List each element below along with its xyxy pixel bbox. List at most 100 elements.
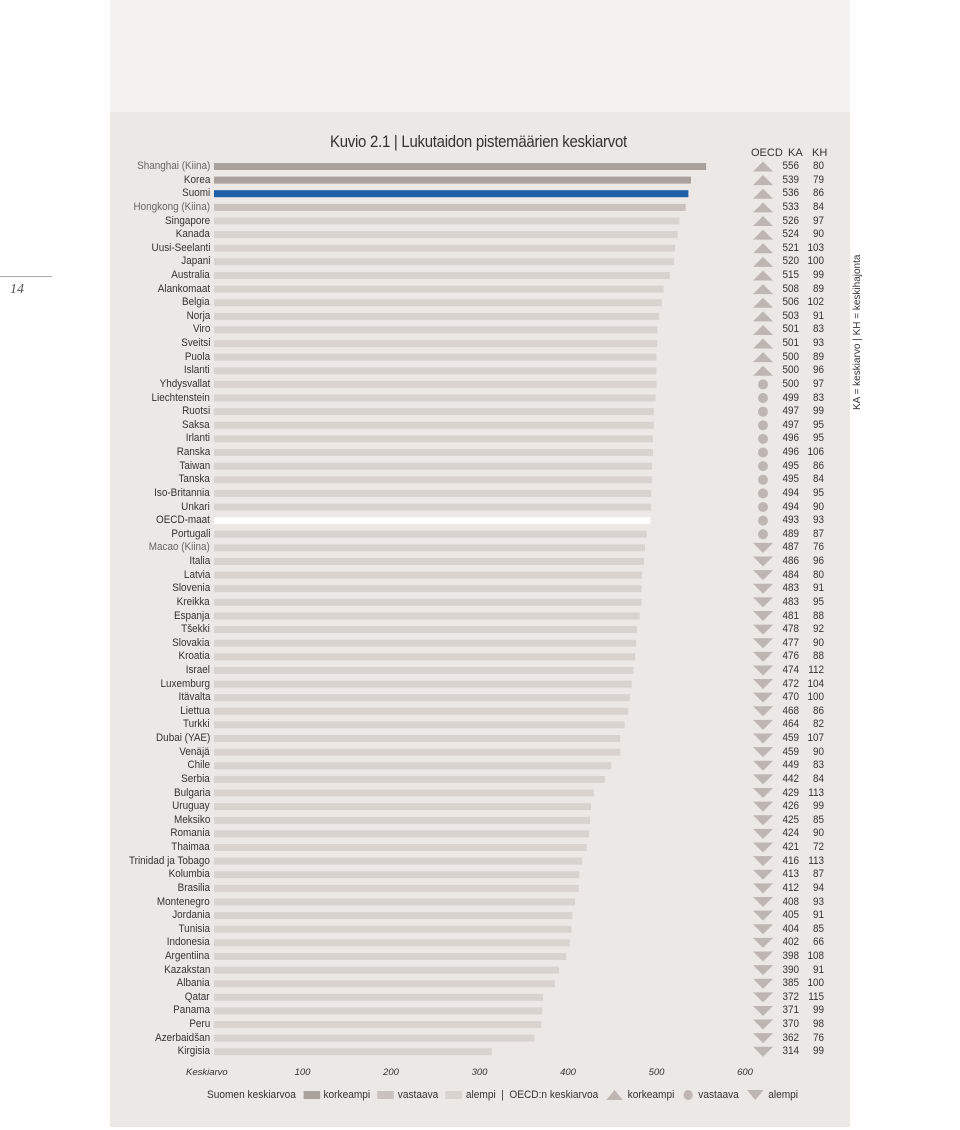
- bar-25: [214, 503, 652, 511]
- kh-value-44: 83: [812, 759, 824, 772]
- country-label-55: Jordania: [172, 909, 210, 922]
- legend-swatch-higher: [303, 1091, 320, 1099]
- bar-3: [214, 203, 686, 211]
- kh-value-33: 88: [812, 609, 824, 622]
- bar-15: [214, 367, 657, 375]
- ka-value-35: 477: [782, 636, 799, 649]
- country-label-64: Azerbaidšan: [154, 1031, 210, 1044]
- bar-37: [214, 666, 634, 674]
- bar-24: [214, 489, 652, 497]
- oecd-marker-up-9: [753, 284, 773, 295]
- kh-value-56: 85: [812, 922, 824, 935]
- kh-value-65: 99: [812, 1045, 824, 1058]
- oecd-marker-same-27: [758, 529, 768, 540]
- oecd-marker-down-65: [753, 1046, 773, 1057]
- ka-value-31: 483: [782, 582, 799, 595]
- ka-value-17: 499: [782, 391, 799, 404]
- country-label-36: Kroatia: [178, 650, 210, 663]
- legend-oecd-similar: vastaava: [698, 1089, 739, 1101]
- country-label-38: Luxemburg: [160, 677, 210, 690]
- header-ka: KA: [788, 147, 803, 159]
- kh-value-53: 94: [812, 881, 824, 894]
- oecd-marker-same-20: [758, 433, 768, 444]
- bar-0: [214, 163, 707, 170]
- ka-value-49: 424: [782, 827, 799, 840]
- oecd-marker-down-61: [753, 992, 773, 1003]
- country-label-56: Tunisia: [178, 922, 210, 935]
- oecd-marker-down-37: [753, 665, 773, 676]
- oecd-marker-down-51: [753, 856, 773, 867]
- legend-higher: korkeampi: [323, 1089, 371, 1101]
- kh-value-5: 90: [812, 228, 824, 241]
- legend-down-triangle-icon: [747, 1090, 764, 1100]
- ka-value-27: 489: [782, 527, 799, 540]
- oecd-marker-down-55: [753, 910, 773, 921]
- header-kh: KH: [812, 147, 828, 159]
- ka-value-42: 459: [782, 732, 799, 744]
- kh-value-13: 93: [812, 337, 824, 350]
- country-label-19: Saksa: [182, 418, 210, 431]
- kh-value-17: 83: [812, 391, 824, 404]
- country-label-0: Shanghai (Kiina): [136, 160, 210, 172]
- kh-value-61: 115: [808, 990, 824, 1003]
- x-tick-200: 200: [383, 1067, 399, 1078]
- legend: Suomen keskiarvoa korkeampi vastaava ale…: [207, 1089, 798, 1101]
- country-label-8: Australia: [171, 269, 210, 281]
- kh-value-3: 84: [812, 200, 824, 213]
- ka-value-8: 515: [782, 269, 799, 281]
- ka-value-55: 405: [782, 909, 799, 922]
- ka-value-43: 459: [782, 745, 799, 758]
- country-label-31: Slovenia: [172, 582, 210, 595]
- country-label-11: Norja: [186, 309, 210, 322]
- oecd-marker-up-6: [753, 243, 773, 254]
- kh-value-63: 98: [812, 1018, 824, 1031]
- oecd-marker-down-50: [753, 842, 773, 853]
- kh-value-6: 103: [807, 241, 824, 254]
- bar-19: [214, 421, 654, 429]
- ka-value-21: 496: [782, 446, 799, 458]
- country-label-57: Indonesia: [167, 936, 210, 949]
- bar-7: [214, 258, 675, 266]
- ka-value-5: 524: [782, 228, 799, 241]
- kh-value-7: 100: [807, 255, 824, 268]
- legend-up-triangle-icon: [606, 1090, 624, 1100]
- country-label-7: Japani: [180, 255, 210, 268]
- ka-value-56: 404: [782, 922, 799, 935]
- ka-value-28: 487: [782, 541, 799, 554]
- country-label-20: Irlanti: [185, 432, 210, 445]
- oecd-marker-down-29: [753, 556, 773, 567]
- ka-value-9: 508: [782, 282, 799, 295]
- country-label-2: Suomi: [181, 187, 210, 200]
- ka-value-65: 314: [782, 1045, 799, 1058]
- bar-55: [214, 912, 573, 920]
- bar-9: [214, 285, 664, 293]
- country-label-12: Viro: [192, 323, 210, 336]
- country-label-5: Kanada: [175, 228, 210, 241]
- ka-value-0: 556: [782, 160, 799, 172]
- bar-52: [214, 871, 580, 879]
- oecd-marker-down-32: [753, 597, 773, 608]
- oecd-marker-up-12: [753, 324, 773, 335]
- bar-8: [214, 272, 670, 279]
- country-label-13: Sveitsi: [180, 337, 210, 350]
- ka-value-7: 520: [782, 255, 799, 268]
- oecd-marker-down-54: [753, 896, 773, 907]
- bar-61: [214, 993, 544, 1001]
- bar-58: [214, 953, 567, 960]
- page-rule: [0, 276, 52, 277]
- oecd-marker-same-23: [758, 474, 768, 485]
- bar-20: [214, 435, 653, 443]
- country-label-52: Kolumbia: [168, 868, 210, 881]
- bar-30: [214, 571, 643, 579]
- country-label-45: Serbia: [181, 772, 210, 785]
- bar-17: [214, 394, 656, 402]
- bar-42: [214, 735, 621, 742]
- oecd-marker-down-49: [753, 828, 773, 839]
- ka-value-3: 533: [782, 200, 799, 213]
- legend-oecd-label: OECD:n keskiarvoa: [509, 1089, 599, 1101]
- kh-value-52: 87: [812, 868, 824, 881]
- ka-value-30: 484: [782, 568, 799, 581]
- bar-6: [214, 244, 676, 252]
- bar-33: [214, 612, 640, 620]
